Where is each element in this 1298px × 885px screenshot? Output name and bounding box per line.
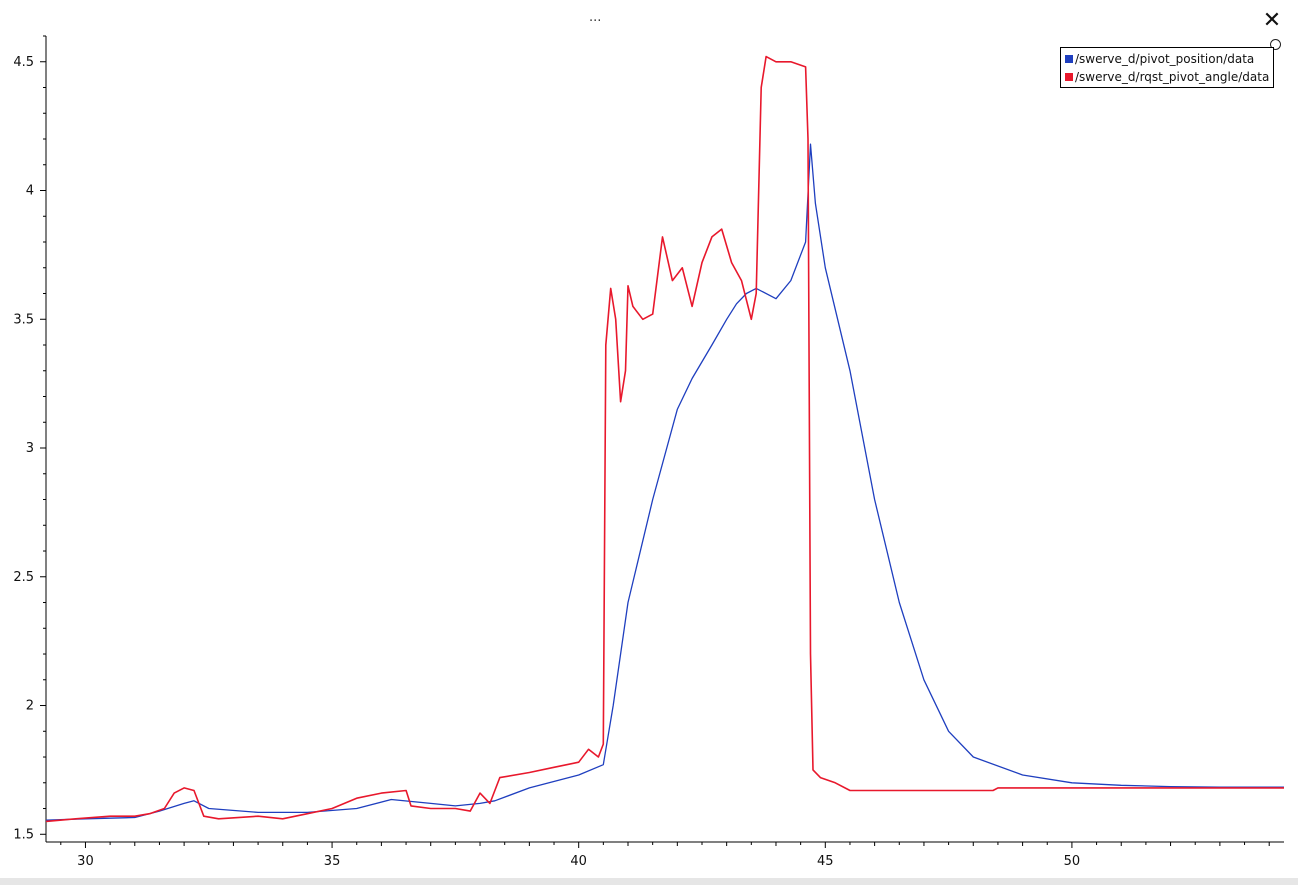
chart-legend[interactable]: /swerve_d/pivot_position/data /swerve_d/…	[1060, 47, 1274, 88]
x-tick-label: 35	[324, 854, 341, 869]
legend-label: /swerve_d/pivot_position/data	[1075, 52, 1255, 66]
legend-entry-rqst-pivot-angle[interactable]: /swerve_d/rqst_pivot_angle/data	[1065, 69, 1269, 85]
legend-label: /swerve_d/rqst_pivot_angle/data	[1075, 70, 1270, 84]
x-tick-label: 40	[570, 854, 587, 869]
legend-swatch-blue	[1065, 55, 1073, 63]
series-layer	[45, 55, 1284, 823]
axes: 1.5 2 2.5 3 3.5 4 4.5 30 35 40 45 50	[13, 35, 1284, 869]
window-title: ...	[589, 10, 602, 25]
x-tick-label: 45	[817, 854, 834, 869]
y-tick-label: 2.5	[13, 570, 34, 585]
series-line-rqst-pivot-angle	[45, 55, 1284, 823]
close-icon[interactable]: ✕	[1262, 8, 1282, 33]
y-tick-label: 4	[26, 184, 34, 199]
y-tick-label: 2	[26, 699, 34, 714]
y-tick-label: 3.5	[13, 312, 34, 327]
y-tick-label: 3	[26, 441, 34, 456]
x-tick-label: 50	[1064, 854, 1081, 869]
legend-swatch-red	[1065, 73, 1073, 81]
y-tick-label: 1.5	[13, 827, 34, 842]
bottom-scrollbar[interactable]	[0, 878, 1298, 885]
resize-handle[interactable]	[1270, 39, 1281, 50]
series-line-pivot-position	[45, 143, 1284, 821]
legend-entry-pivot-position[interactable]: /swerve_d/pivot_position/data	[1065, 51, 1254, 67]
y-tick-label: 4.5	[13, 55, 34, 70]
x-tick-label: 30	[77, 854, 94, 869]
